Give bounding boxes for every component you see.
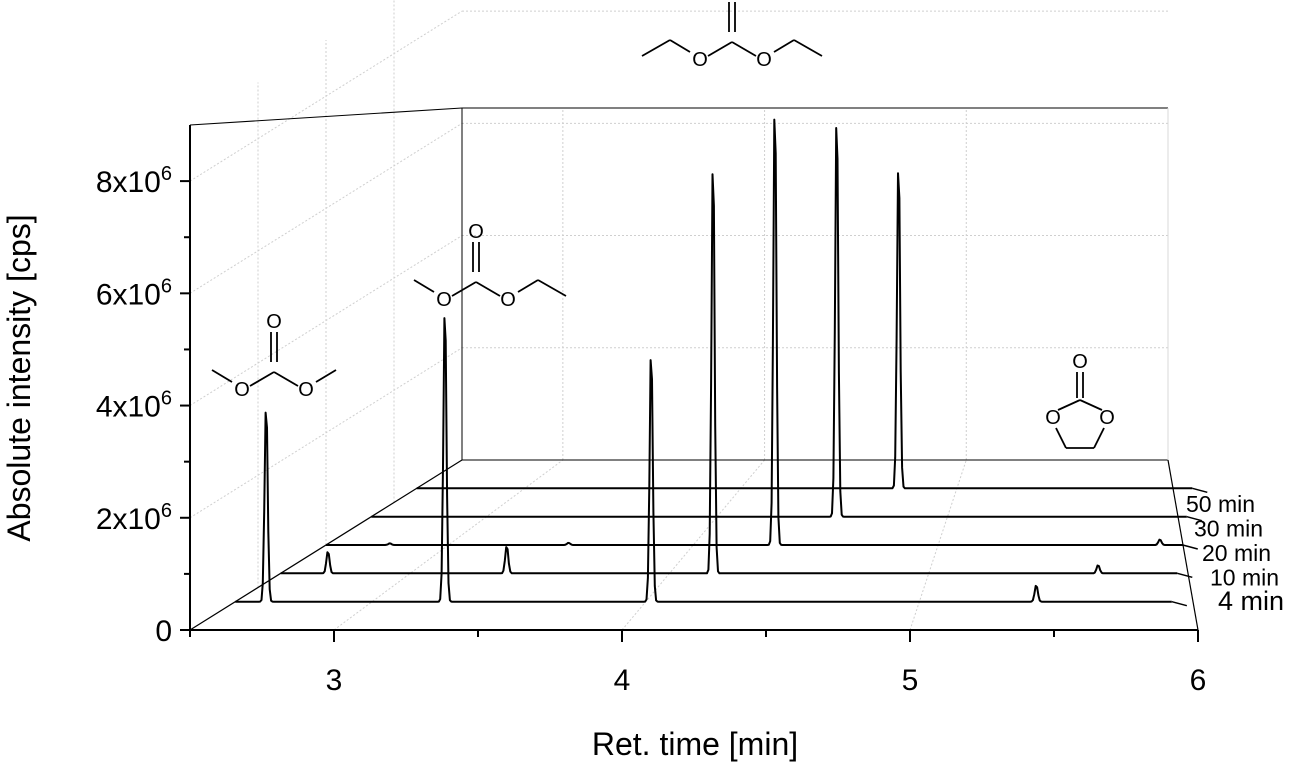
axis-ticks: 3 4 5 6 0 2x106 4x106 6x106 8x106	[96, 163, 1207, 697]
bond	[517, 279, 539, 293]
bond	[731, 41, 757, 57]
bond	[211, 369, 233, 383]
oxygen-label: O	[1099, 407, 1115, 429]
oxygen-label: O	[436, 289, 452, 311]
series-tail-1	[1177, 572, 1193, 579]
series-tail-4	[1192, 487, 1208, 494]
diethyl-carbonate-structure: O O O	[641, 0, 823, 71]
bond	[707, 41, 733, 57]
axis-frame	[189, 107, 1199, 631]
series-label-4: 50 min	[1186, 491, 1255, 517]
series-line-1	[280, 173, 1178, 575]
oxygen-label: O	[234, 379, 250, 401]
series-line-2	[326, 118, 1183, 546]
bond	[773, 39, 795, 53]
oxygen-label: O	[692, 49, 708, 71]
series-label-3: 30 min	[1194, 516, 1263, 542]
bond	[641, 39, 671, 57]
bond	[315, 369, 337, 383]
oxygen-label: O	[1072, 351, 1088, 373]
x-tick-label: 4	[614, 664, 631, 697]
oxygen-label: O	[1045, 407, 1061, 429]
series-label-2: 20 min	[1202, 540, 1271, 566]
series-tail-0	[1171, 600, 1188, 607]
oxygen-label: O	[468, 221, 484, 243]
y-tick-label: 0	[155, 615, 172, 648]
bond	[273, 371, 299, 387]
side-wall-top	[189, 107, 463, 126]
bond	[1055, 427, 1067, 449]
oxygen-label: O	[756, 49, 772, 71]
bond	[413, 279, 435, 293]
x-tick-label: 6	[1190, 664, 1207, 697]
bond	[537, 279, 567, 297]
y-tick-label: 4x106	[96, 388, 172, 424]
ethyl-methyl-carbonate-structure: O O O	[413, 221, 567, 311]
series-line-3	[371, 127, 1187, 518]
bond	[669, 39, 691, 53]
bond	[451, 281, 477, 297]
ethylene-carbonate-structure: O O O	[1045, 351, 1115, 449]
oxygen-label: O	[500, 289, 516, 311]
series-line-0	[235, 317, 1172, 603]
series-tail-2	[1182, 544, 1198, 550]
y-axis-label: Absolute intensity [cps]	[1, 214, 37, 541]
oxygen-label: O	[724, 0, 740, 3]
oxygen-label: O	[298, 379, 314, 401]
series-label-1: 10 min	[1210, 565, 1279, 591]
y-tick-label: 8x106	[96, 163, 172, 199]
bond	[793, 39, 823, 57]
x-tick-label: 3	[326, 664, 343, 697]
bond	[475, 281, 501, 297]
bond	[1093, 427, 1105, 449]
y-tick-label: 6x106	[96, 275, 172, 311]
series-tail-3	[1186, 515, 1203, 522]
bond	[249, 371, 275, 387]
x-tick-label: 5	[902, 664, 919, 697]
dimethyl-carbonate-structure: O O O	[211, 311, 337, 401]
series-label-0: 4 min	[1218, 586, 1284, 616]
molecule-structures: O O O O O O O O O O O O	[211, 0, 1115, 449]
x-axis-label: Ret. time [min]	[592, 726, 798, 762]
y-tick-label: 2x106	[96, 500, 172, 536]
bond	[1079, 399, 1103, 411]
oxygen-label: O	[266, 311, 282, 333]
series-line-4	[416, 172, 1193, 490]
bond	[1057, 399, 1081, 411]
